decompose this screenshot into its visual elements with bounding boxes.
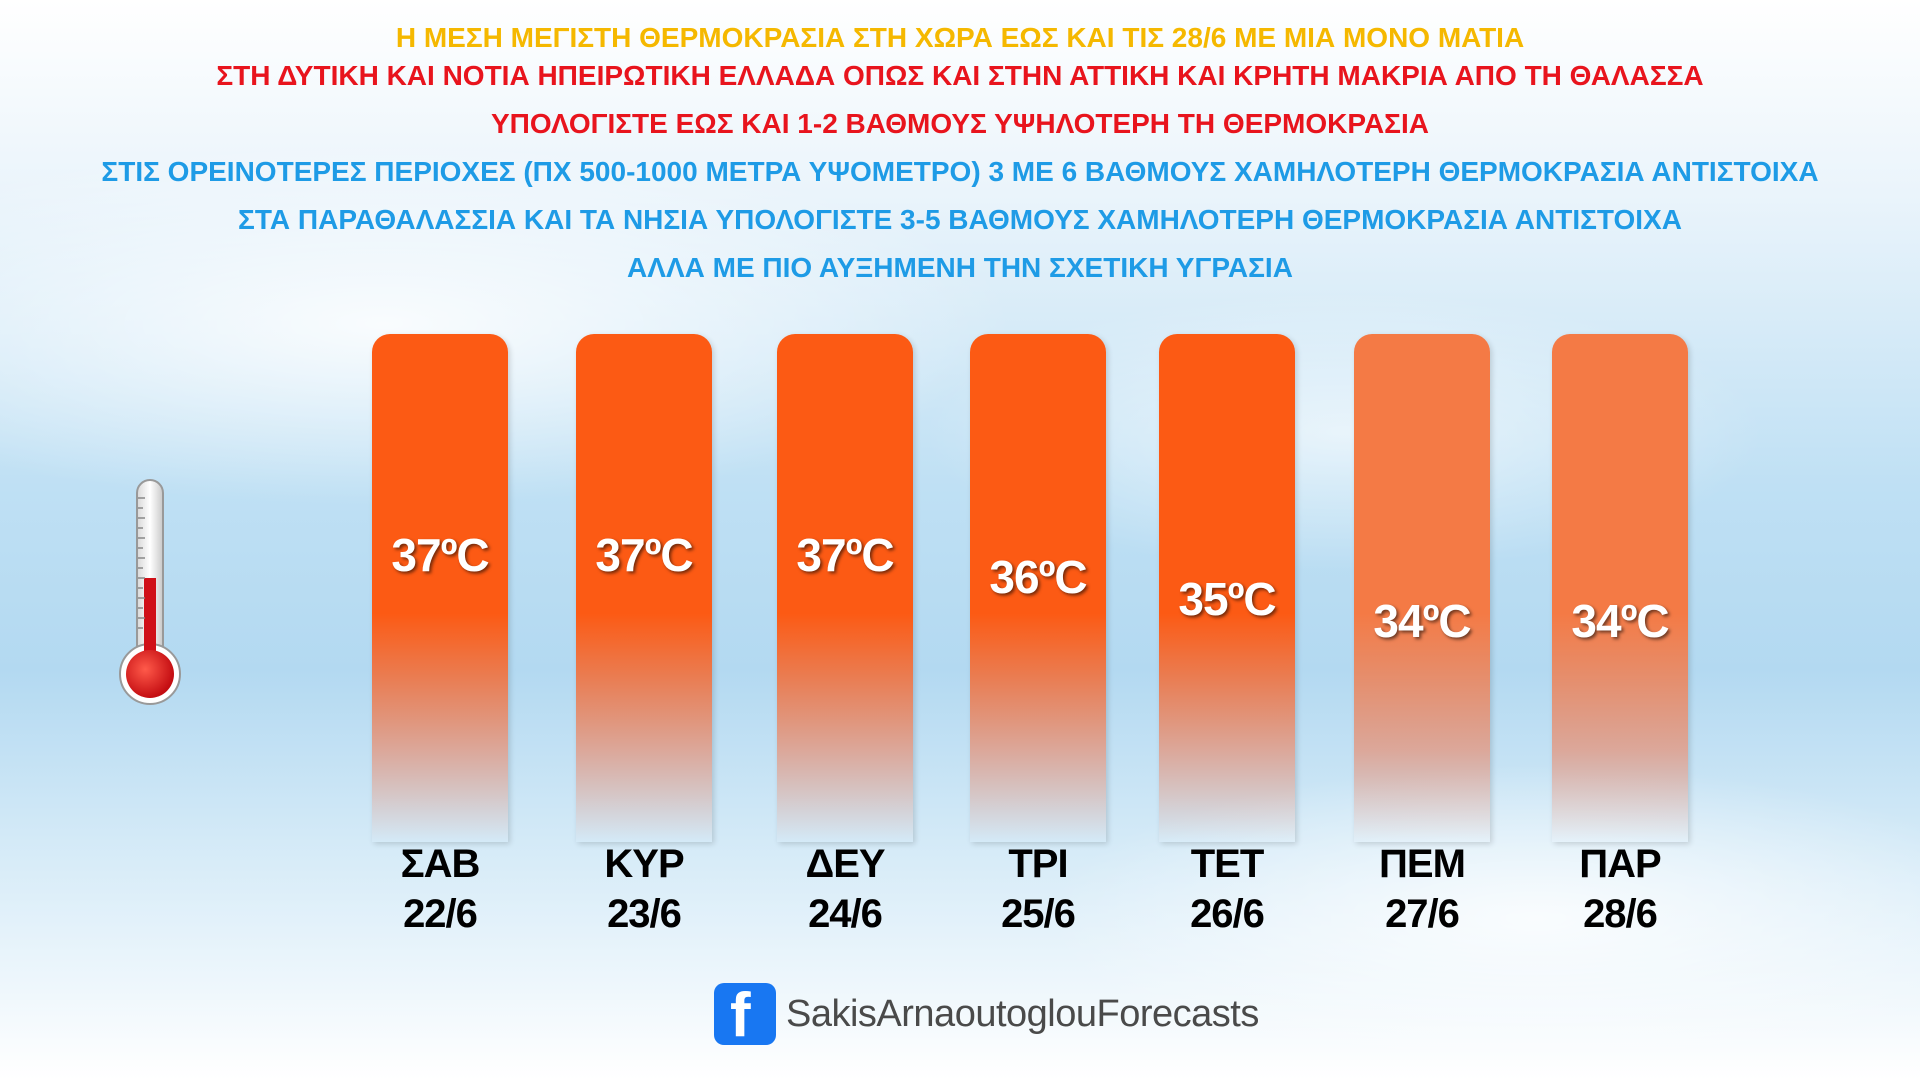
bar-value-label-2: 37ºC [595,529,693,581]
category-label-3: ΔΕΥ [805,842,885,886]
bar-6 [1354,334,1490,842]
bar-3 [777,334,913,842]
bar-value-label-5: 35ºC [1178,573,1276,625]
bar-5 [1159,334,1295,842]
bar-value-label-4: 36ºC [989,551,1087,603]
category-label-7: ΠΑΡ [1579,842,1661,886]
headline-humidity: ΑΛΛΑ ΜΕ ΠΙΟ ΑΥΞΗΜΕΝΗ ΤΗΝ ΣΧΕΤΙΚΗ ΥΓΡΑΣΙΑ [627,252,1293,283]
headline-higher-temp: ΥΠΟΛΟΓΙΣΤΕ ΕΩΣ ΚΑΙ 1-2 ΒΑΘΜΟΥΣ ΥΨΗΛΟΤΕΡΗ… [491,108,1429,139]
bar-value-label-7: 34ºC [1571,595,1669,647]
bar-7 [1552,334,1688,842]
bar-value-label-1: 37ºC [391,529,489,581]
date-label-1: 22/6 [403,892,478,936]
bar-4 [970,334,1106,842]
bar-2 [576,334,712,842]
date-label-2: 23/6 [607,892,682,936]
headline-mountain: ΣΤΙΣ ΟΡΕΙΝΟΤΕΡΕΣ ΠΕΡΙΟΧΕΣ (ΠΧ 500-1000 Μ… [101,156,1819,187]
category-label-6: ΠΕΜ [1379,842,1466,886]
date-label-6: 27/6 [1385,892,1460,936]
footer: f SakisArnaoutoglouForecasts [714,981,1259,1050]
headline-west-south: ΣΤΗ ΔΥΤΙΚΗ ΚΑΙ ΝΟΤΙΑ ΗΠΕΙΡΩΤΙΚΗ ΕΛΛΑΔΑ Ο… [216,60,1704,91]
category-label-4: ΤΡΙ [1008,842,1068,886]
bar-1 [372,334,508,842]
date-label-3: 24/6 [808,892,883,936]
category-label-2: ΚΥΡ [604,842,684,886]
date-label-4: 25/6 [1001,892,1076,936]
bar-value-label-6: 34ºC [1373,595,1471,647]
headline-title: Η ΜΕΣΗ ΜΕΓΙΣΤΗ ΘΕΡΜΟΚΡΑΣΙΑ ΣΤΗ ΧΩΡΑ ΕΩΣ … [395,22,1525,53]
date-label-5: 26/6 [1190,892,1265,936]
headline-coastal: ΣΤΑ ΠΑΡΑΘΑΛΑΣΣΙΑ ΚΑΙ ΤΑ ΝΗΣΙΑ ΥΠΟΛΟΓΙΣΤΕ… [238,204,1682,235]
facebook-icon[interactable]: f [714,981,776,1050]
thermometer-icon [118,478,188,708]
date-label-7: 28/6 [1583,892,1658,936]
brand-name[interactable]: SakisArnaoutoglouForecasts [786,992,1259,1035]
bar-value-label-3: 37ºC [796,529,894,581]
facebook-glyph: f [730,981,751,1050]
category-label-1: ΣΑΒ [400,842,481,886]
category-label-5: ΤΕΤ [1190,842,1265,886]
